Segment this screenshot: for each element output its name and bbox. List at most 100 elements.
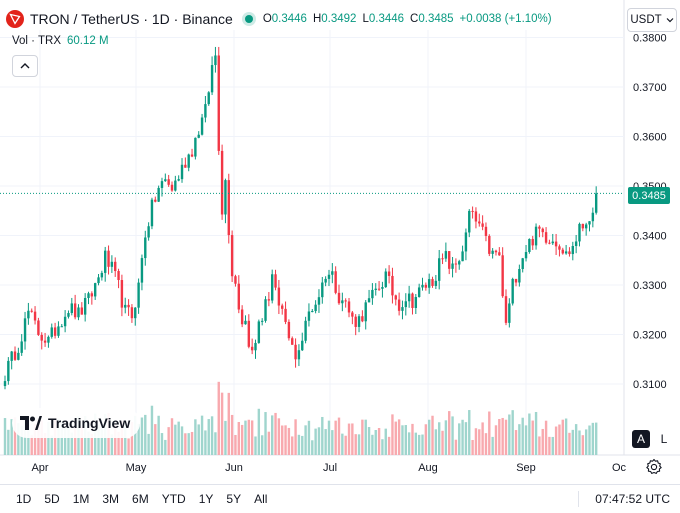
- volume-bar: [381, 439, 384, 455]
- candle-body: [187, 154, 190, 168]
- candle-body: [558, 246, 561, 250]
- candle-body: [431, 279, 434, 286]
- high-value: 0.3492: [321, 13, 357, 25]
- volume-bar: [544, 420, 548, 455]
- candle-body: [197, 134, 200, 138]
- candle-body: [217, 55, 220, 151]
- range-button-1d[interactable]: 1D: [16, 492, 32, 506]
- volume-bar: [43, 432, 47, 455]
- candle-body: [441, 258, 444, 260]
- range-button-all[interactable]: All: [254, 492, 268, 506]
- candle-body: [374, 288, 377, 290]
- candle-body: [411, 293, 414, 308]
- volume-bar: [468, 410, 471, 455]
- volume-legend: Vol · TRX 60.12 M: [12, 35, 109, 47]
- candle-body: [63, 316, 67, 327]
- range-button-1y[interactable]: 1Y: [198, 492, 214, 506]
- volume-bar: [434, 429, 438, 455]
- collapse-legend-button[interactable]: [12, 55, 38, 77]
- candle-body: [491, 250, 494, 254]
- gear-icon[interactable]: [645, 458, 663, 476]
- y-tick-label: 0.3400: [633, 231, 667, 243]
- candle-body: [267, 299, 271, 301]
- range-button-1m[interactable]: 1M: [72, 492, 90, 506]
- volume-bar: [194, 419, 197, 455]
- volume-bar: [301, 435, 304, 455]
- chevron-up-icon: [20, 63, 30, 69]
- volume-bar: [30, 435, 33, 455]
- symbol-title[interactable]: TRON / TetherUS · 1D · Binance: [30, 11, 233, 27]
- volume-bar: [137, 423, 140, 455]
- volume-bar: [554, 426, 558, 455]
- volume-bar: [394, 421, 397, 455]
- volume-bar: [150, 405, 154, 455]
- auto-scale-button[interactable]: A: [632, 430, 650, 448]
- high-label: H: [312, 13, 322, 25]
- volume-bar: [578, 430, 581, 455]
- range-button-ytd[interactable]: YTD: [161, 492, 186, 506]
- candle-body: [30, 310, 33, 312]
- volume-bar: [207, 419, 210, 455]
- candle-body: [481, 223, 484, 227]
- volume-bar: [254, 436, 257, 455]
- range-button-6m[interactable]: 6M: [132, 492, 149, 506]
- bottom-toolbar: 1D 5D 1M 3M 6M YTD 1Y 5Y All 07:47:52 UTC: [0, 484, 680, 513]
- candle-body: [427, 279, 431, 288]
- open-label: O: [262, 13, 272, 25]
- candle-body: [351, 312, 354, 317]
- currency-selector[interactable]: USDT: [627, 8, 677, 32]
- volume-bar: [60, 421, 63, 455]
- candle-body: [361, 316, 364, 322]
- candle-body: [47, 336, 50, 343]
- candle-body: [394, 295, 397, 300]
- volume-bar: [307, 420, 311, 455]
- range-button-5d[interactable]: 5D: [44, 492, 60, 506]
- volume-bar: [491, 436, 494, 455]
- volume-bar: [154, 424, 157, 455]
- chevron-down-icon: [666, 18, 674, 23]
- volume-bar: [327, 420, 331, 455]
- candle-body: [448, 251, 451, 269]
- volume-bar: [347, 423, 351, 455]
- candle-body: [53, 327, 57, 336]
- candle-body: [371, 289, 374, 299]
- volume-bar: [431, 415, 434, 455]
- volume-bar: [247, 419, 251, 455]
- candle-body: [237, 283, 240, 310]
- range-button-3m[interactable]: 3M: [102, 492, 120, 506]
- volume-bar: [7, 429, 10, 455]
- volume-bar: [10, 419, 13, 455]
- candle-body: [57, 326, 60, 336]
- currency-label: USDT: [630, 14, 662, 26]
- candle-body: [594, 193, 598, 213]
- candle-body: [13, 351, 17, 360]
- volume-bar: [451, 416, 454, 455]
- volume-bar: [374, 430, 377, 455]
- candle-body: [17, 352, 20, 360]
- candle-body: [528, 238, 531, 253]
- candle-body: [534, 226, 538, 246]
- candle-body: [170, 184, 174, 191]
- utc-clock[interactable]: 07:47:52 UTC: [595, 492, 670, 506]
- volume-bar: [160, 433, 164, 455]
- volume-label: Vol · TRX: [12, 35, 61, 47]
- candle-body: [571, 246, 574, 255]
- candle-body: [200, 117, 204, 135]
- candle-body: [468, 210, 471, 233]
- range-button-5y[interactable]: 5Y: [226, 492, 242, 506]
- volume-bar: [404, 425, 407, 455]
- candle-body: [154, 199, 157, 202]
- change-value: +0.0038 (+1.10%): [459, 13, 552, 25]
- candle-body: [317, 297, 321, 305]
- volume-bar: [17, 423, 20, 455]
- log-scale-button[interactable]: L: [660, 432, 668, 446]
- volume-bar: [134, 415, 137, 455]
- volume-bar: [538, 436, 541, 455]
- volume-bar: [147, 433, 150, 455]
- candle-body: [117, 271, 120, 281]
- candle-body: [544, 232, 548, 243]
- candle-body: [73, 303, 77, 318]
- tradingview-logo[interactable]: TradingView: [12, 408, 141, 438]
- volume-bar: [367, 427, 371, 455]
- volume-bar: [481, 422, 484, 455]
